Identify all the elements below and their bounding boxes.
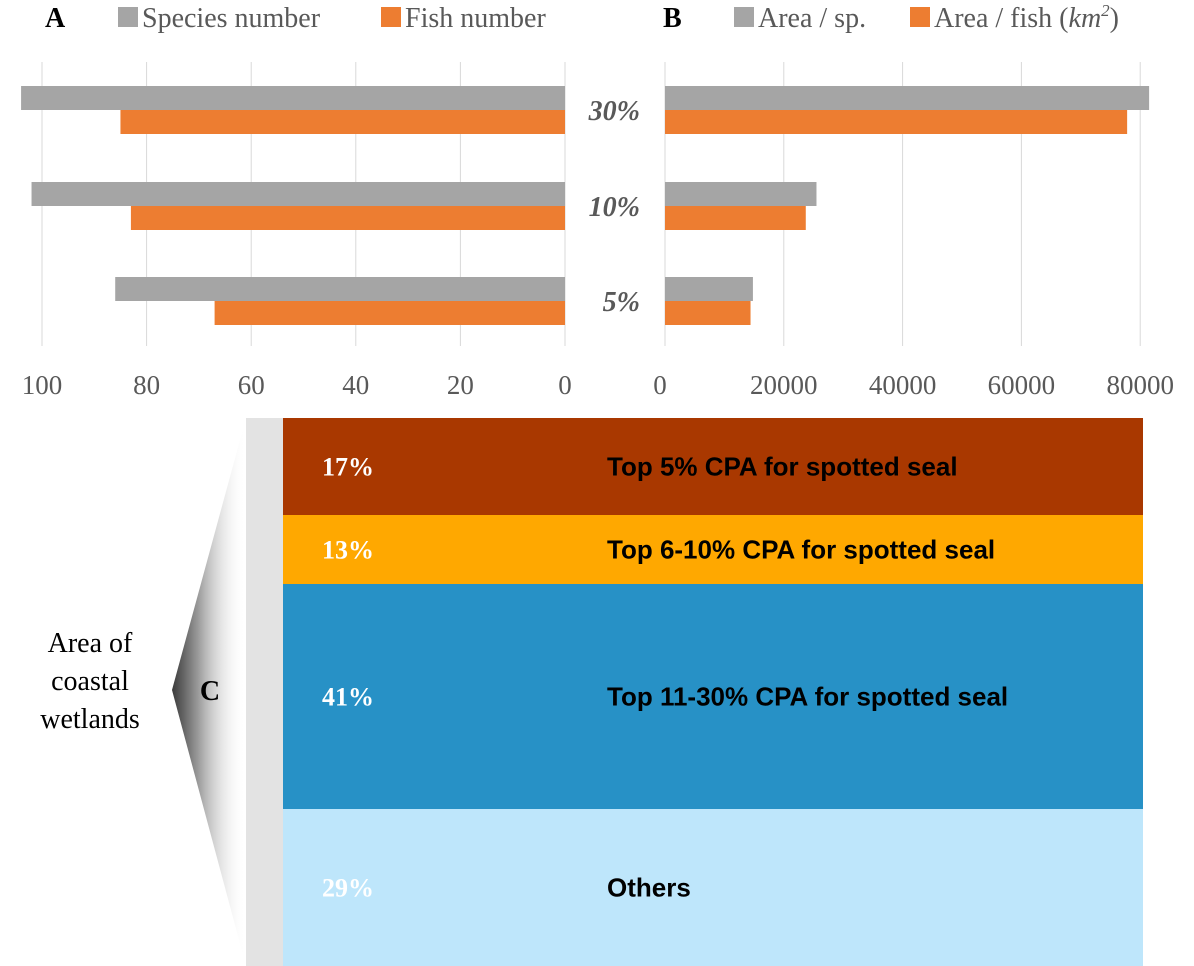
segment-label: Top 6-10% CPA for spotted seal xyxy=(607,535,995,565)
tick-label: 20 xyxy=(447,370,474,400)
tick-label: 0 xyxy=(558,370,572,400)
legend-swatch xyxy=(734,7,754,27)
tick-label: 40 xyxy=(342,370,369,400)
segment-label: Top 11-30% CPA for spotted seal xyxy=(607,682,1008,712)
tick-label: 80 xyxy=(133,370,160,400)
category-label: 30% xyxy=(588,96,640,127)
category-label-line: Area of xyxy=(48,628,133,659)
chart-c: 17% Top 5% CPA for spotted seal 13% Top 6-1… xyxy=(40,418,1143,966)
stack-segment xyxy=(283,809,1143,966)
panel-label-c: C xyxy=(200,676,220,707)
category-label-line: wetlands xyxy=(40,704,140,735)
segment-label: Others xyxy=(607,873,691,903)
tick-label: 80000 xyxy=(1106,370,1174,400)
callout-wedge xyxy=(172,418,246,966)
bar xyxy=(665,86,1150,110)
legend-swatch xyxy=(118,7,138,27)
tick-label: 60000 xyxy=(988,370,1056,400)
legend-label: Area / fish (km2) xyxy=(934,1,1119,34)
tick-label: 60 xyxy=(238,370,265,400)
segment-percent: 17% xyxy=(322,453,374,482)
stack-segment xyxy=(283,418,1143,515)
tick-label: 100 xyxy=(22,370,63,400)
segment-percent: 41% xyxy=(322,683,374,712)
bar xyxy=(665,206,806,230)
legend-paren: ) xyxy=(1110,3,1119,34)
panel-label-b: B xyxy=(663,3,682,34)
stack-side-strip xyxy=(246,418,283,966)
legend-unit: km xyxy=(1069,3,1102,34)
category-label: 10% xyxy=(589,192,640,223)
legend-label: Fish number xyxy=(405,3,546,34)
segment-label: Top 5% CPA for spotted seal xyxy=(607,452,958,482)
stack-segment xyxy=(283,515,1143,584)
legend-swatch xyxy=(910,7,930,27)
bar xyxy=(21,86,565,110)
legend-label: Area / sp. xyxy=(758,3,866,34)
stack-segment xyxy=(283,584,1143,809)
legend-swatch xyxy=(381,7,401,27)
bar xyxy=(665,277,753,301)
chart-b: 0 20000 40000 60000 80000 Area / sp. Area / fi… xyxy=(653,1,1174,400)
chart-a: 100 80 60 40 20 0 Species number Fish number 30%… xyxy=(21,3,640,400)
bar xyxy=(120,110,565,134)
legend-label: Species number xyxy=(142,3,321,34)
tick-label: 20000 xyxy=(750,370,818,400)
bar xyxy=(130,206,565,230)
bar xyxy=(31,182,566,206)
bar xyxy=(115,277,565,301)
bar xyxy=(665,301,751,325)
category-label-line: coastal xyxy=(51,666,129,697)
panel-label-a: A xyxy=(45,3,66,34)
segment-percent: 13% xyxy=(322,536,374,565)
category-label: 5% xyxy=(603,287,640,318)
bar xyxy=(214,301,565,325)
bar xyxy=(665,182,817,206)
tick-label: 0 xyxy=(653,370,667,400)
legend-unit-exponent: 2 xyxy=(1101,1,1110,20)
tick-label: 40000 xyxy=(869,370,937,400)
bar xyxy=(665,110,1128,134)
segment-percent: 29% xyxy=(322,874,374,903)
